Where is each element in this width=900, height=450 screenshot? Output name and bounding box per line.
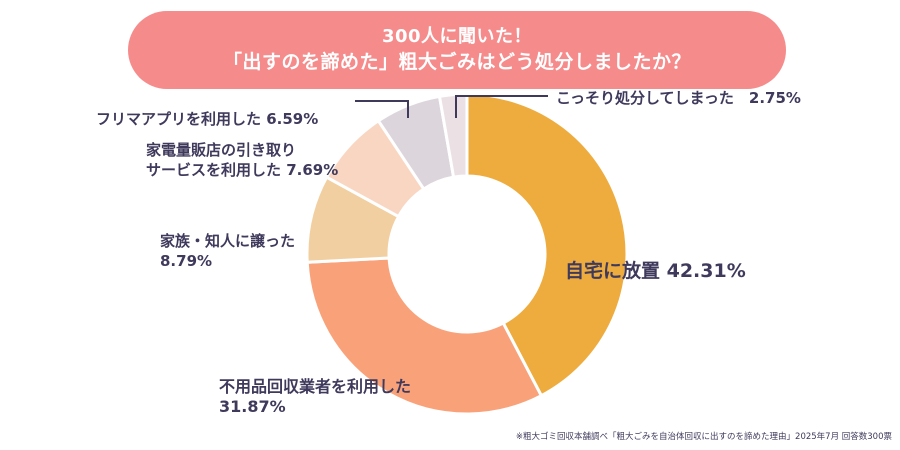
label-furima: フリマアプリを利用した 6.59% (96, 110, 319, 128)
donut-slice-2 (305, 256, 544, 416)
donut-slice-6 (437, 92, 469, 179)
label-kaden-name: 家電量販店の引き取り (146, 141, 297, 159)
label-gyosha-value: 31.87% (219, 397, 286, 416)
chart-title-line1: 300人に聞いた！ (381, 26, 533, 47)
source-note: ※粗大ゴミ回収本舗調べ「粗大ごみを自治体回収に出すのを諦めた理由」2025年7月… (515, 432, 892, 442)
title-banner: 300人に聞いた！ 「出すのを諦めた」粗大ごみはどう処分しましたか？ (128, 11, 786, 89)
label-gyosha-name: 不用品回収業者を利用した (219, 377, 412, 396)
label-home: 自宅に放置 42.31% (565, 260, 746, 282)
donut-slices (305, 92, 629, 416)
chart-title-line2: 「出すのを諦めた」粗大ごみはどう処分しましたか？ (222, 51, 691, 73)
label-kazoku-value: 8.79% (160, 252, 213, 270)
leader-line-kossori (455, 95, 548, 118)
leader-line-furima (355, 100, 409, 118)
label-kazoku-name: 家族・知人に譲った (160, 232, 296, 250)
donut-slice-1 (465, 92, 629, 398)
label-kossori: こっそり処分してしまった 2.75% (556, 89, 801, 107)
label-kaden-value: サービスを利用した 7.69% (146, 161, 339, 179)
